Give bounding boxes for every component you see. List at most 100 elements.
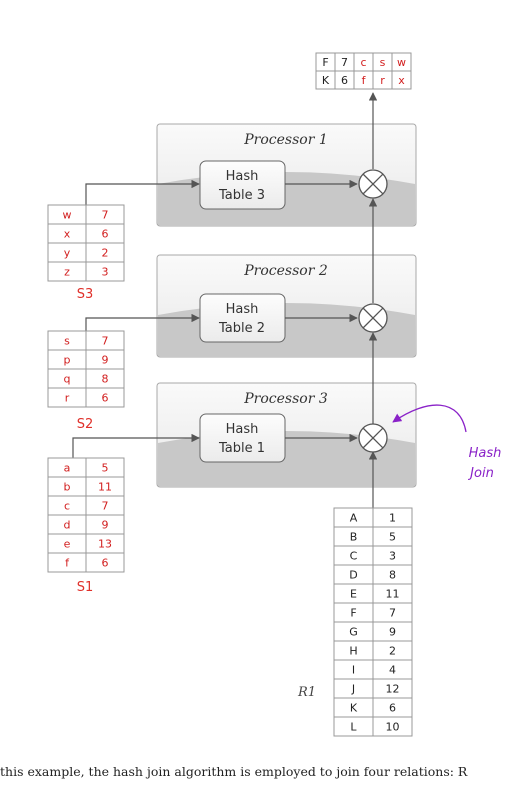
output-table-cell: s: [380, 56, 386, 69]
output-table-cell: F: [322, 56, 328, 69]
processor-3-box: Processor 3 Hash Table 1: [156, 382, 417, 488]
table-s1: a 5 b 11 c 7 d 9 e 13 f 6: [47, 457, 125, 573]
table-s3-cell: 2: [102, 247, 109, 260]
table-r1-cell: H: [349, 645, 357, 658]
output-table: F 7 c s w K 6 f r x: [315, 52, 412, 90]
output-table-cell: 7: [341, 56, 348, 69]
table-s1-cell: 7: [102, 500, 109, 513]
hash-table-3-line1: Hash: [226, 169, 259, 184]
table-r1-cell: A: [350, 512, 358, 525]
table-r1-cell: L: [350, 721, 357, 734]
table-s3-cell: 3: [102, 266, 109, 279]
table-s2-cell: 8: [102, 373, 109, 386]
table-r1-cell: 12: [386, 683, 400, 696]
table-r1-cell: 1: [389, 512, 396, 525]
table-r1-cell: 3: [389, 550, 396, 563]
relation-label-s2: S2: [77, 417, 94, 432]
table-r1-cell: 8: [389, 569, 396, 582]
output-table-cell: 6: [341, 74, 348, 87]
relation-tables: w 7x 6y 2z 3s 7p 9q 8r 6a 5b 11c 7d 9e 13f 6A 1B 5C 3D 8E 1…: [47, 52, 413, 737]
table-r1-cell: 9: [389, 626, 396, 639]
relation-label-s1: S1: [77, 580, 94, 595]
table-s1-cell: f: [65, 557, 70, 570]
join-operator-1-icon: [358, 169, 388, 199]
table-r1-cell: 11: [386, 588, 400, 601]
table-s2-cell: s: [64, 335, 70, 348]
table-s1-cell: 9: [102, 519, 109, 532]
join-operator-3-icon: [358, 423, 388, 453]
table-r1-cell: G: [349, 626, 358, 639]
output-table-cell: f: [362, 74, 367, 87]
table-r1-cell: B: [350, 531, 358, 544]
table-r1-cell: D: [349, 569, 357, 582]
table-s2-cell: 9: [102, 354, 109, 367]
connector-s3-to-hash-3: [85, 179, 200, 205]
hash-table-3-box: [199, 160, 286, 210]
table-r1: A 1 B 5 C 3 D 8 E 11 F 7 G 9 H 2 I 4 J 12 K 6 L 10: [333, 507, 413, 737]
caption-text: this example, the hash join algorithm is…: [0, 764, 468, 779]
table-r1-cell: 10: [386, 721, 400, 734]
table-s3-cell-border: [85, 261, 125, 282]
connector-s2-to-hash-2: [85, 313, 200, 331]
table-s2-cell-border: [85, 387, 125, 408]
hash-join-label-line1: Hash: [469, 446, 502, 461]
table-r1-cell: 6: [389, 702, 396, 715]
hash-table-3-line2: Table 3: [218, 188, 265, 203]
table-s3-cell: 7: [102, 209, 109, 222]
table-r1-cell: 5: [389, 531, 396, 544]
processor-2-title: Processor 2: [243, 263, 328, 279]
table-r1-cell: 2: [389, 645, 396, 658]
table-s3-cell: y: [64, 247, 71, 260]
hash-table-2-line2: Table 2: [218, 321, 265, 336]
table-s2-cell: 6: [102, 392, 109, 405]
table-s3-cell: 6: [102, 228, 109, 241]
table-s1-cell: d: [64, 519, 71, 532]
table-r1-cell-border: [372, 716, 413, 737]
processor-1-box: Processor 1 Hash Table 3: [156, 123, 417, 227]
hash-table-1-line1: Hash: [226, 422, 259, 437]
relation-label-r1: R1: [297, 685, 316, 700]
table-r1-cell: K: [350, 702, 358, 715]
table-r1-cell: J: [351, 683, 355, 696]
table-r1-cell: F: [350, 607, 356, 620]
table-s1-cell: 6: [102, 557, 109, 570]
table-s3-cell: x: [64, 228, 71, 241]
hash-join-label-line2: Join: [467, 466, 494, 481]
table-r1-cell: 7: [389, 607, 396, 620]
table-s2-cell: r: [65, 392, 70, 405]
join-operator-2-icon: [358, 303, 388, 333]
table-s1-cell: 5: [102, 462, 109, 475]
table-s1-cell: 11: [98, 481, 112, 494]
table-s1-cell: e: [64, 538, 71, 551]
output-table-cell: w: [397, 56, 406, 69]
output-table-cell-border: [391, 70, 412, 90]
table-s3-cell: w: [63, 209, 72, 222]
processor-1-title: Processor 1: [243, 132, 328, 148]
table-s3-cell: z: [64, 266, 70, 279]
table-s2-cell: p: [64, 354, 71, 367]
relation-label-s3: S3: [77, 287, 94, 302]
table-s1-cell: a: [64, 462, 71, 475]
output-table-cell: r: [380, 74, 385, 87]
processor-3-title: Processor 3: [243, 391, 328, 407]
table-s2-cell: 7: [102, 335, 109, 348]
table-s1-cell: c: [64, 500, 70, 513]
table-s1-cell: 13: [98, 538, 112, 551]
output-table-cell: c: [360, 56, 366, 69]
table-s2: s 7 p 9 q 8 r 6: [47, 330, 125, 408]
connector-s1-to-hash-1: [72, 433, 200, 458]
table-s2-cell: q: [64, 373, 71, 386]
hash-join-annotation-arrow: [392, 404, 467, 433]
hash-table-2-line1: Hash: [226, 302, 259, 317]
table-r1-cell: C: [350, 550, 358, 563]
table-s3: w 7 x 6 y 2 z 3: [47, 204, 125, 282]
hash-table-1-line2: Table 1: [218, 441, 265, 456]
table-r1-cell: I: [352, 664, 355, 677]
table-s1-cell: b: [64, 481, 71, 494]
output-table-cell: x: [398, 74, 405, 87]
table-s1-cell-border: [85, 552, 125, 573]
table-r1-cell: E: [350, 588, 357, 601]
output-table-cell: K: [322, 74, 330, 87]
table-r1-cell: 4: [389, 664, 396, 677]
